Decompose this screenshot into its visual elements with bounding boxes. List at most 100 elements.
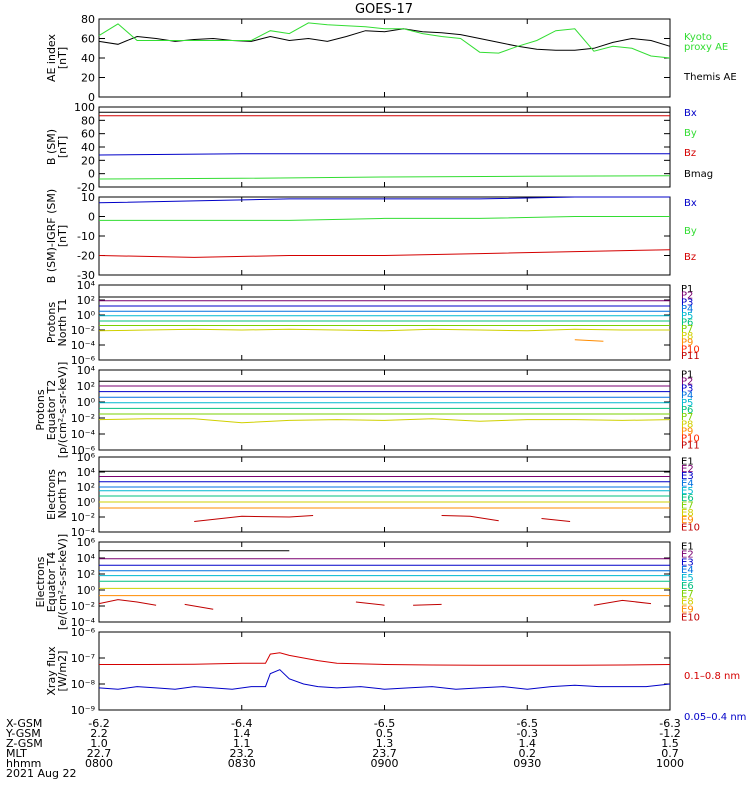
pt2-legend-entry: P7 — [681, 412, 693, 423]
pt1-frame — [98, 284, 671, 361]
ephemeris-value: 1.4 — [519, 737, 537, 750]
bsm-legend-entry: Bz — [684, 148, 696, 159]
pt1-legend-entry: P2 — [681, 291, 693, 302]
pt2-legend-entry: P9 — [681, 426, 693, 437]
ephemeris-value: 0900 — [371, 757, 399, 770]
et4-legend-entry: E5 — [681, 573, 694, 584]
ephemeris-value: 1.4 — [233, 727, 251, 740]
bsm-legend-entry: Bmag — [684, 169, 713, 180]
et3-ytick-label: 10⁻² — [71, 511, 95, 524]
et4-legend-entry: E2 — [681, 550, 694, 561]
pt2-legend-entry: P3 — [681, 384, 693, 395]
bigrf-legend-entry: Bx — [684, 198, 697, 209]
et4-ylabel: Equator T4 — [45, 552, 58, 612]
ephemeris-value: -0.3 — [517, 727, 538, 740]
et4-legend-entry: E7 — [681, 589, 694, 600]
bsm-ytick-label: 0 — [88, 168, 95, 181]
et4-legend-entry: E4 — [681, 565, 694, 576]
pt2-ytick-label: 10² — [77, 380, 95, 393]
ae-legend-entry: Themis AE — [683, 72, 737, 83]
et3-ylabel: North T3 — [56, 471, 69, 519]
pt1-legend-entry: P6 — [681, 318, 693, 329]
xray-ytick-label: 10⁻⁷ — [71, 652, 95, 665]
pt1-ytick-label: 10⁻⁶ — [71, 354, 96, 367]
et4-legend-entry: E9 — [681, 604, 694, 615]
pt2-series-line — [98, 418, 671, 424]
et4-legend-entry: E10 — [681, 612, 700, 623]
ephemeris-value: 0930 — [513, 757, 541, 770]
bigrf-frame — [98, 196, 671, 276]
pt1-legend-entry: P8 — [681, 331, 693, 342]
xray-ylabel: Xray flux — [45, 646, 58, 696]
ephemeris-value: 0.5 — [376, 727, 394, 740]
pt1-legend-entry: P3 — [681, 297, 693, 308]
xray-legend-entry: 0.1–0.8 nm — [684, 671, 740, 682]
et3-legend-entry: E2 — [681, 464, 694, 475]
bsm-legend-entry: By — [684, 128, 697, 139]
ephemeris-value: -6.3 — [659, 717, 680, 730]
pt2-legend-entry: P8 — [681, 419, 693, 430]
et4-legend-entry: E3 — [681, 557, 694, 568]
ephemeris-value: -6.5 — [374, 717, 395, 730]
ephemeris-value: 0.7 — [661, 747, 679, 760]
pt1-legend-entry: P7 — [681, 324, 693, 335]
pt2-ylabel: Protons — [34, 389, 47, 430]
xray-frame — [98, 631, 671, 711]
ephemeris-value: 22.7 — [87, 747, 112, 760]
et4-frame — [98, 541, 671, 623]
pt1-legend-entry: P4 — [681, 304, 693, 315]
pt2-legend-entry: P6 — [681, 405, 693, 416]
xray-series-line — [98, 669, 671, 690]
bsm-legend-entry: Bx — [684, 108, 697, 119]
pt2-legend-entry: P11 — [681, 441, 700, 452]
bigrf-ytick-label: -30 — [77, 269, 95, 282]
et3-ytick-label: 10⁻⁴ — [71, 526, 96, 539]
ae-ytick-label: 60 — [81, 33, 95, 46]
et4-ytick-label: 10⁻² — [71, 600, 95, 613]
pt2-ylabel: [p/(cm²-s-sr-keV)] — [56, 362, 69, 459]
ephemeris-row-label: Z-GSM — [6, 737, 43, 750]
ae-ytick-label: 40 — [81, 52, 95, 65]
et3-legend-entry: E9 — [681, 515, 694, 526]
ephemeris-value: 0830 — [228, 757, 256, 770]
bsm-ylabel: B (SM) — [45, 129, 58, 165]
pt1-legend-entry: P1 — [681, 284, 693, 295]
ephemeris-value: -1.2 — [659, 727, 680, 740]
ae-series-line — [98, 22, 671, 59]
bsm-ytick-label: 80 — [81, 114, 95, 127]
et4-series-line — [413, 603, 442, 606]
ephemeris-value: 1.3 — [376, 737, 394, 750]
ephemeris-value: 1.5 — [661, 737, 679, 750]
xray-ytick-label: 10⁻⁸ — [71, 678, 96, 691]
et3-ytick-label: 10² — [77, 481, 95, 494]
pt1-ytick-label: 10⁰ — [77, 309, 96, 322]
pt1-legend-entry: P9 — [681, 338, 693, 349]
bsm-series-line — [98, 175, 671, 180]
ephemeris-value: 0.2 — [519, 747, 537, 760]
pt2-ylabel: Equator T2 — [45, 380, 58, 440]
et4-ytick-label: 10⁻⁴ — [71, 616, 96, 629]
ephemeris-value: -6.5 — [517, 717, 538, 730]
bigrf-ylabel: B (SM)-IGRF (SM) — [45, 189, 58, 283]
et3-legend-entry: E8 — [681, 508, 694, 519]
ephemeris-value: -6.2 — [88, 717, 109, 730]
ae-frame — [98, 18, 671, 98]
ephemeris-value: 23.2 — [230, 747, 255, 760]
pt1-ylabel: Protons — [45, 302, 58, 343]
xray-ylabel: [W/m2] — [56, 651, 69, 692]
bigrf-ylabel: [nT] — [56, 225, 69, 247]
pt2-legend-entry: P1 — [681, 369, 693, 380]
bigrf-series-line — [98, 196, 670, 204]
pt2-ytick-label: 10⁻⁶ — [71, 444, 96, 457]
et3-legend-entry: E3 — [681, 471, 694, 482]
bigrf-ytick-label: -20 — [77, 250, 95, 263]
et3-ylabel: Electrons — [45, 469, 58, 520]
et4-series-line — [355, 601, 385, 606]
ae-series-line — [98, 28, 671, 51]
bsm-ytick-label: 20 — [81, 154, 95, 167]
et4-ytick-label: 10⁰ — [77, 584, 96, 597]
et4-ylabel: [e/(cm²-s-sr-keV)] — [56, 534, 69, 630]
bsm-ytick-label: 40 — [81, 141, 95, 154]
